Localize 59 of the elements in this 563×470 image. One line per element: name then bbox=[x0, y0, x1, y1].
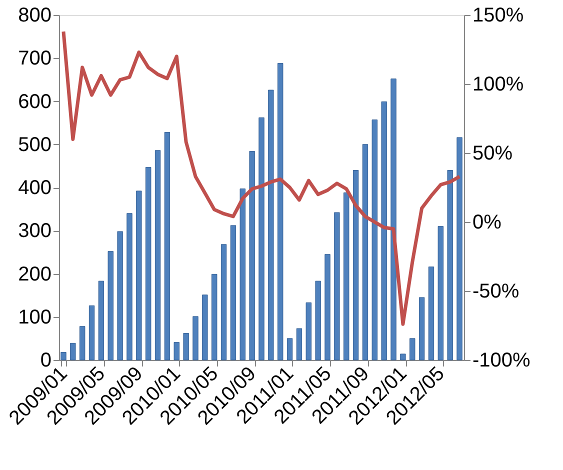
y2-tick-label: 150% bbox=[472, 4, 524, 26]
y-tick-label: 0 bbox=[40, 350, 52, 372]
bar bbox=[126, 213, 132, 360]
bar bbox=[164, 132, 170, 360]
y2-tick-label: 100% bbox=[472, 74, 524, 96]
bar bbox=[98, 280, 104, 360]
bar bbox=[344, 192, 350, 360]
bar bbox=[192, 316, 198, 360]
bar bbox=[390, 78, 396, 360]
y-tick-label: 500 bbox=[18, 134, 52, 156]
bar bbox=[334, 212, 340, 360]
bar bbox=[249, 151, 255, 360]
bar bbox=[230, 225, 236, 360]
bar bbox=[212, 274, 218, 360]
y-tick-label: 200 bbox=[18, 263, 52, 286]
y-tick-label: 800 bbox=[18, 4, 52, 26]
y-tick-label: 700 bbox=[18, 48, 52, 70]
bar bbox=[154, 150, 161, 360]
y2-tick-label: 50% bbox=[472, 142, 513, 164]
bar bbox=[79, 326, 86, 360]
bar bbox=[146, 166, 152, 360]
bar bbox=[306, 302, 312, 360]
bar bbox=[315, 280, 321, 360]
bar bbox=[202, 294, 208, 360]
y-tick-label: 600 bbox=[18, 90, 52, 113]
bar bbox=[438, 226, 444, 360]
y-tick-label: 300 bbox=[18, 220, 52, 242]
bar bbox=[410, 338, 416, 360]
y-tick-label: 400 bbox=[18, 177, 52, 199]
bar bbox=[268, 90, 274, 360]
y2-tick-label: 0% bbox=[472, 212, 502, 234]
bar bbox=[240, 188, 246, 360]
bar bbox=[60, 352, 66, 360]
bar bbox=[117, 231, 123, 360]
bar bbox=[428, 266, 434, 360]
bar bbox=[381, 101, 387, 360]
bar bbox=[324, 254, 330, 360]
y2-tick-label: -50% bbox=[472, 280, 520, 302]
bar bbox=[258, 117, 264, 360]
bar bbox=[278, 63, 284, 360]
bar bbox=[418, 297, 425, 360]
bar bbox=[286, 338, 293, 360]
bar bbox=[174, 342, 180, 360]
bar bbox=[88, 305, 95, 360]
line-series bbox=[62, 30, 462, 326]
bar bbox=[70, 342, 76, 360]
y-tick-label: 100 bbox=[18, 306, 52, 328]
bar bbox=[352, 170, 359, 360]
bar bbox=[372, 120, 378, 360]
bar bbox=[296, 328, 302, 360]
bar bbox=[447, 170, 453, 360]
bar bbox=[220, 244, 227, 360]
bar bbox=[456, 137, 462, 360]
bar bbox=[183, 333, 189, 360]
bar bbox=[362, 144, 368, 360]
bar bbox=[400, 354, 406, 360]
bar bbox=[136, 190, 142, 360]
bar bbox=[108, 251, 114, 360]
y2-tick-label: -100% bbox=[472, 350, 531, 372]
